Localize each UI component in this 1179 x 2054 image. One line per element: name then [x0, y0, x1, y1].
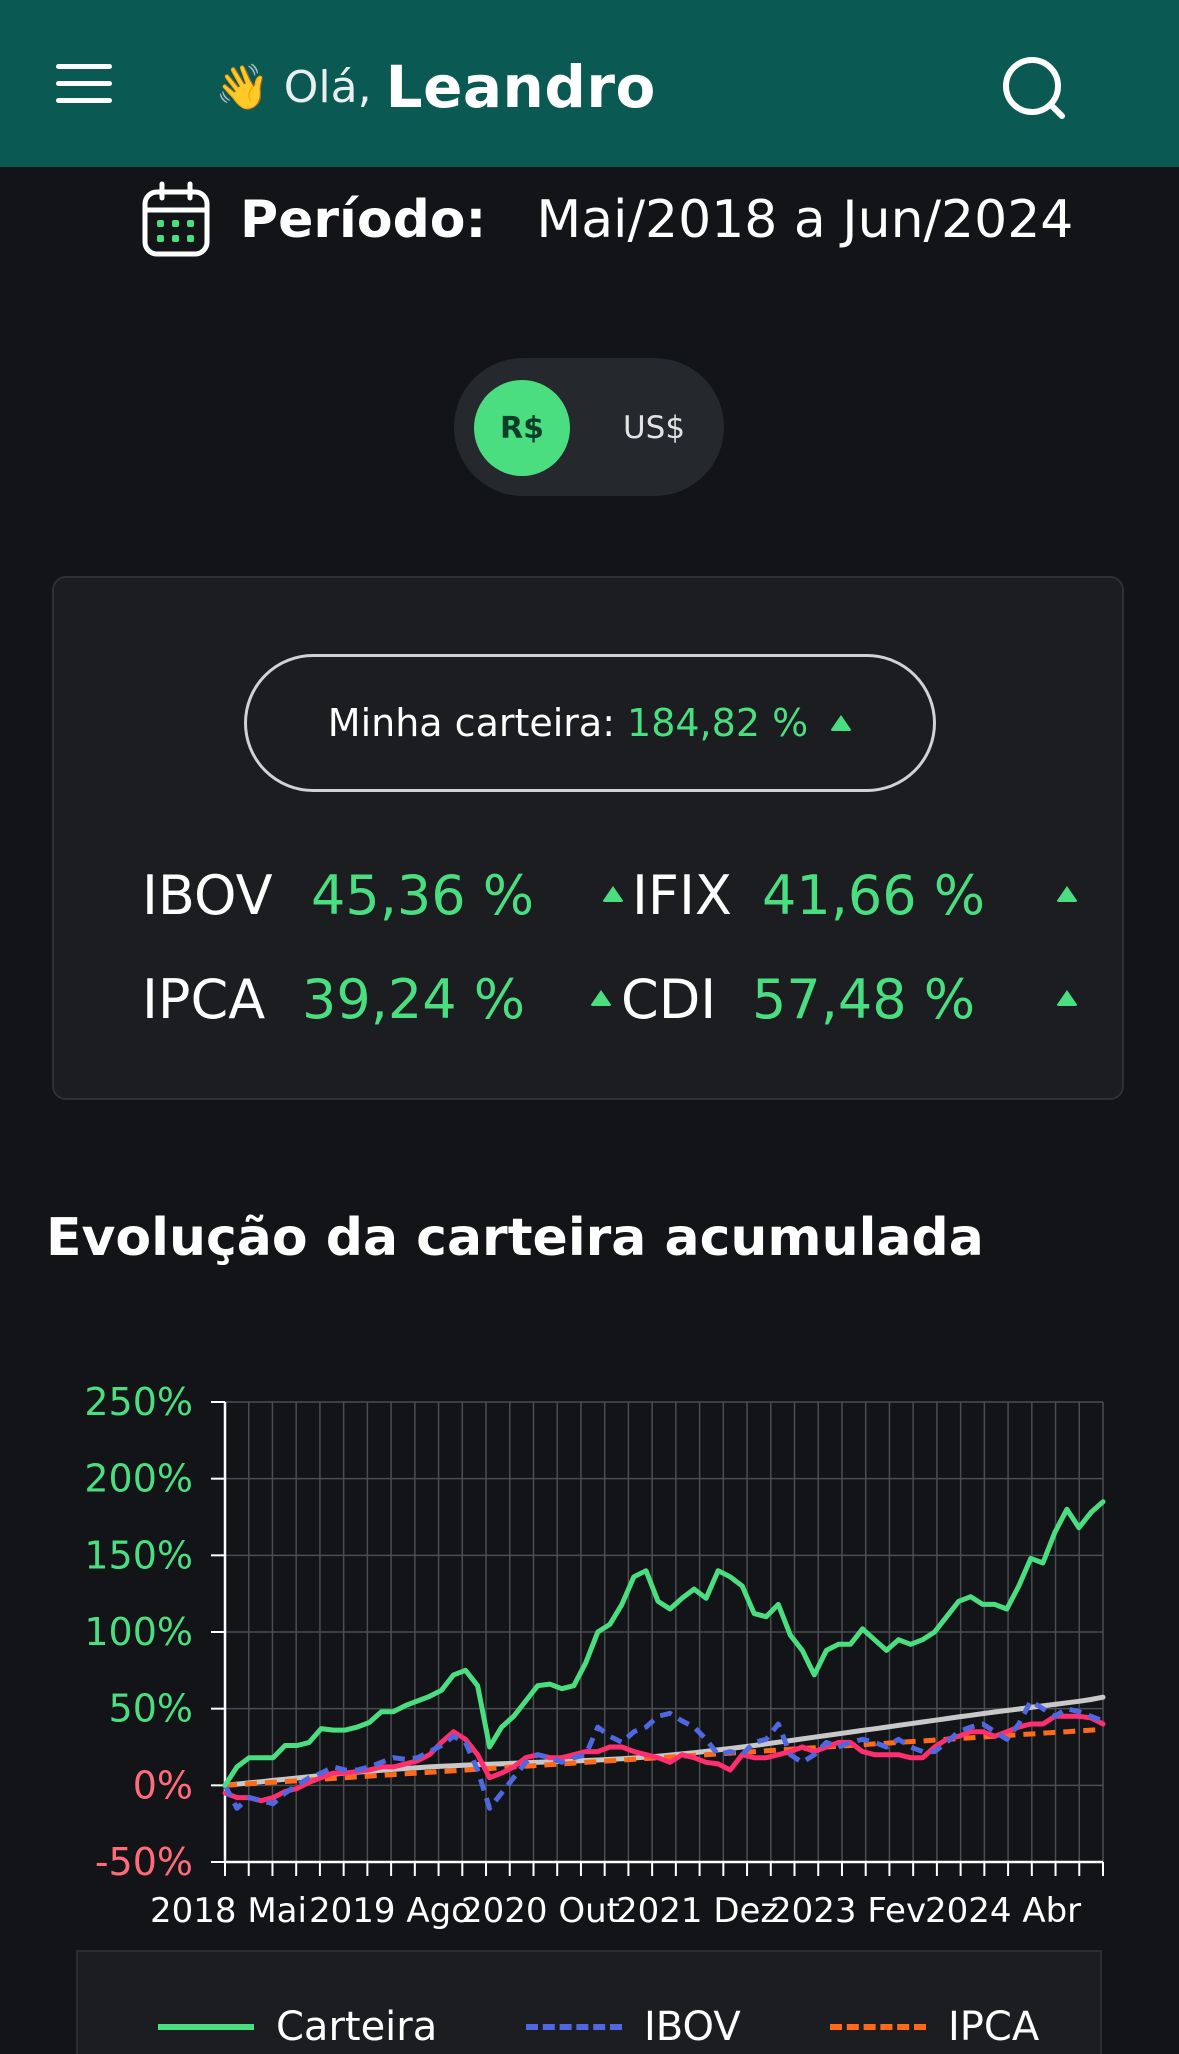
- calendar-icon: [142, 181, 210, 257]
- portfolio-evolution-chart: 250% 200% 150% 100% 50% 0% -50% 2018 Mai 2019 Ag…: [84, 1380, 1106, 1930]
- series-line-ibov: [222, 1698, 1104, 1811]
- up-arrow-icon: [1056, 990, 1078, 1006]
- up-arrow-icon: [830, 715, 853, 731]
- index-cdi: CDI 57,48 %: [621, 964, 1078, 1034]
- up-arrow-icon: [602, 886, 624, 902]
- index-ibov: IBOV 45,36 %: [142, 860, 624, 930]
- index-value: 45,36 %: [311, 863, 535, 927]
- legend-label: Carteira: [276, 2004, 438, 2050]
- index-name: CDI: [621, 967, 717, 1031]
- x-tick-label: 2021 Dez: [616, 1891, 778, 1930]
- y-tick-label: 250%: [84, 1380, 193, 1424]
- period-selector[interactable]: Período: Mai/2018 a Jun/2024: [140, 180, 1073, 260]
- search-icon[interactable]: [1000, 54, 1072, 126]
- user-name: Leandro: [385, 53, 656, 121]
- y-tick-label: 150%: [84, 1533, 193, 1577]
- legend-label: IPCA: [948, 2004, 1040, 2050]
- index-name: IFIX: [632, 863, 732, 927]
- up-arrow-icon: [1056, 886, 1078, 902]
- index-value: 39,24 %: [302, 967, 526, 1031]
- legend-label: IBOV: [644, 2004, 741, 2050]
- legend-item-carteira: Carteira: [158, 2004, 437, 2050]
- currency-option-usd[interactable]: US$: [622, 410, 686, 446]
- legend-item-ibov: IBOV: [526, 2004, 741, 2050]
- x-tick-label: 2024 Abr: [925, 1891, 1081, 1930]
- greeting: 👋 Olá, Leandro: [215, 52, 656, 122]
- wallet-label: Minha carteira:: [327, 701, 616, 745]
- series-line-ipca: [224, 1726, 1104, 1788]
- currency-option-brl[interactable]: R$: [474, 380, 570, 476]
- legend-item-ipca: IPCA: [830, 2004, 1039, 2050]
- index-ifix: IFIX 41,66 %: [632, 860, 1078, 930]
- wallet-value: 184,82 %: [627, 701, 809, 745]
- y-tick-label: 200%: [84, 1457, 193, 1501]
- y-tick-label: -50%: [95, 1840, 193, 1884]
- series-line-carteira: [222, 1499, 1106, 1788]
- x-tick-label: 2023 Fev: [770, 1891, 926, 1930]
- y-tick-label: 100%: [84, 1610, 193, 1654]
- section-title: Evolução da carteira acumulada: [46, 1208, 984, 1268]
- menu-icon[interactable]: [56, 64, 112, 108]
- wave-icon: 👋: [215, 62, 270, 113]
- x-tick-label: 2019 Ago: [309, 1891, 472, 1930]
- x-tick-label: 2018 Mai: [150, 1891, 307, 1930]
- up-arrow-icon: [590, 990, 612, 1006]
- period-label: Período:: [240, 190, 487, 250]
- index-name: IBOV: [142, 863, 273, 927]
- index-ipca: IPCA 39,24 %: [142, 964, 612, 1034]
- wallet-return-pill: Minha carteira: 184,82 %: [244, 654, 936, 792]
- period-value: Mai/2018 a Jun/2024: [536, 190, 1074, 250]
- app-bar: 👋 Olá, Leandro: [0, 0, 1179, 167]
- currency-toggle[interactable]: R$ US$: [454, 358, 724, 496]
- y-tick-label: 50%: [109, 1687, 193, 1731]
- index-value: 57,48 %: [752, 967, 976, 1031]
- performance-summary-card: Minha carteira: 184,82 % IBOV 45,36 % IF…: [52, 576, 1124, 1100]
- x-tick-label: 2020 Out: [461, 1891, 620, 1930]
- greeting-text: Olá,: [283, 61, 372, 113]
- index-name: IPCA: [142, 967, 266, 1031]
- chart-legend: Carteira IBOV IPCA: [76, 1950, 1102, 2054]
- y-tick-label: 0%: [133, 1763, 193, 1807]
- index-value: 41,66 %: [762, 863, 986, 927]
